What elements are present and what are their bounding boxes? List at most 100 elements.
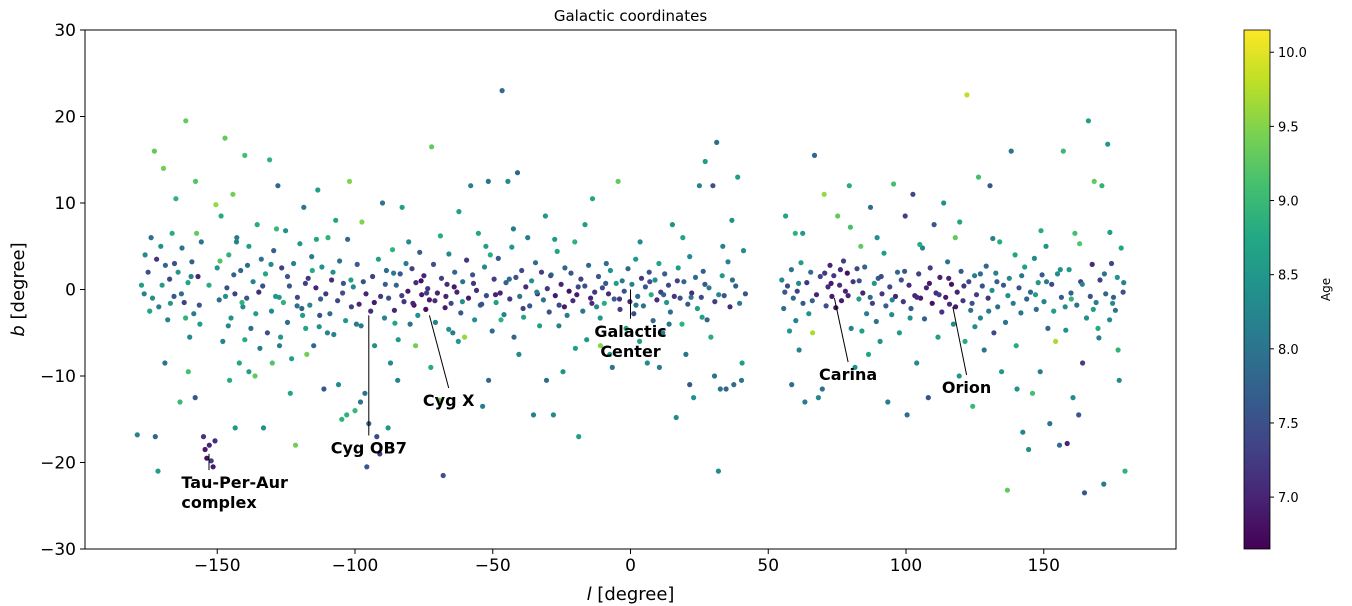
data-point	[324, 330, 330, 336]
data-point	[224, 285, 230, 291]
data-point	[257, 345, 263, 351]
data-point	[239, 299, 245, 306]
data-point	[352, 408, 358, 414]
data-point	[330, 269, 336, 275]
data-point	[796, 347, 802, 353]
data-point	[665, 282, 672, 288]
data-point	[232, 291, 238, 297]
data-point	[415, 312, 421, 318]
data-point	[696, 183, 703, 189]
data-point	[313, 285, 319, 291]
data-point	[1041, 299, 1047, 305]
data-point	[609, 364, 615, 370]
data-point	[268, 261, 274, 267]
data-point	[364, 464, 370, 470]
data-point	[979, 283, 985, 289]
data-point	[173, 196, 179, 202]
data-point	[1062, 304, 1068, 310]
data-point	[946, 275, 952, 281]
data-point	[790, 295, 796, 301]
data-point	[432, 298, 438, 304]
data-point	[240, 304, 246, 310]
data-point	[183, 118, 189, 124]
data-point	[1000, 282, 1007, 288]
data-point	[311, 343, 317, 349]
data-point	[448, 300, 454, 306]
data-point	[428, 364, 434, 370]
data-point	[605, 291, 612, 297]
data-point	[667, 309, 674, 315]
data-point	[561, 304, 568, 310]
data-point	[493, 299, 499, 306]
data-point	[566, 288, 572, 294]
data-point	[273, 226, 280, 232]
data-point	[527, 303, 533, 309]
data-point	[318, 296, 324, 302]
data-point	[874, 235, 880, 241]
data-point	[410, 300, 416, 306]
colorbar-tick-label: 7.0	[1278, 491, 1299, 506]
data-point	[472, 317, 478, 323]
data-point	[646, 269, 652, 275]
data-point	[262, 271, 269, 277]
data-point	[305, 275, 311, 281]
data-point	[450, 330, 456, 336]
data-point	[202, 446, 208, 453]
data-point	[395, 377, 401, 383]
data-point	[465, 295, 472, 301]
data-point	[1032, 292, 1039, 298]
data-point	[638, 275, 645, 281]
data-point	[538, 269, 545, 275]
data-point	[556, 323, 562, 329]
data-point	[204, 455, 210, 461]
data-point	[687, 382, 693, 388]
data-point	[1051, 308, 1057, 314]
colorbar	[1243, 29, 1271, 550]
data-point	[1091, 178, 1097, 184]
data-point	[1038, 228, 1044, 234]
data-point	[185, 369, 191, 375]
data-point	[348, 304, 354, 310]
data-point	[1043, 279, 1050, 285]
data-point	[171, 260, 178, 267]
data-point	[914, 294, 920, 300]
data-point	[779, 277, 785, 283]
data-point	[145, 269, 151, 275]
data-point	[990, 235, 996, 242]
data-point	[470, 272, 476, 278]
data-point	[383, 267, 389, 274]
data-point	[1020, 429, 1026, 435]
data-point	[1085, 118, 1091, 124]
data-point	[1116, 377, 1122, 383]
data-point	[214, 265, 220, 271]
data-point	[977, 315, 984, 321]
data-point	[964, 92, 970, 98]
data-point	[740, 248, 747, 254]
data-point	[181, 299, 187, 306]
colorbar-tick-label: 10.0	[1278, 46, 1307, 61]
data-point	[271, 248, 277, 254]
data-point	[956, 373, 962, 379]
data-point	[1060, 148, 1066, 154]
data-point	[936, 292, 942, 298]
data-point	[417, 249, 423, 255]
data-point	[359, 219, 365, 225]
data-point	[550, 412, 557, 418]
data-point	[896, 330, 903, 336]
data-point	[914, 360, 920, 366]
data-point	[574, 292, 580, 298]
data-point	[1029, 390, 1036, 396]
data-point	[279, 265, 285, 271]
data-point	[699, 314, 705, 320]
data-point	[147, 308, 153, 314]
data-point	[829, 293, 835, 299]
data-point	[438, 275, 445, 281]
data-point	[339, 416, 345, 422]
data-point	[187, 334, 193, 340]
data-point	[1105, 141, 1111, 147]
data-point	[835, 213, 841, 219]
data-point	[719, 273, 725, 279]
data-point	[233, 239, 240, 245]
data-point	[256, 289, 262, 295]
data-point	[1013, 343, 1019, 349]
